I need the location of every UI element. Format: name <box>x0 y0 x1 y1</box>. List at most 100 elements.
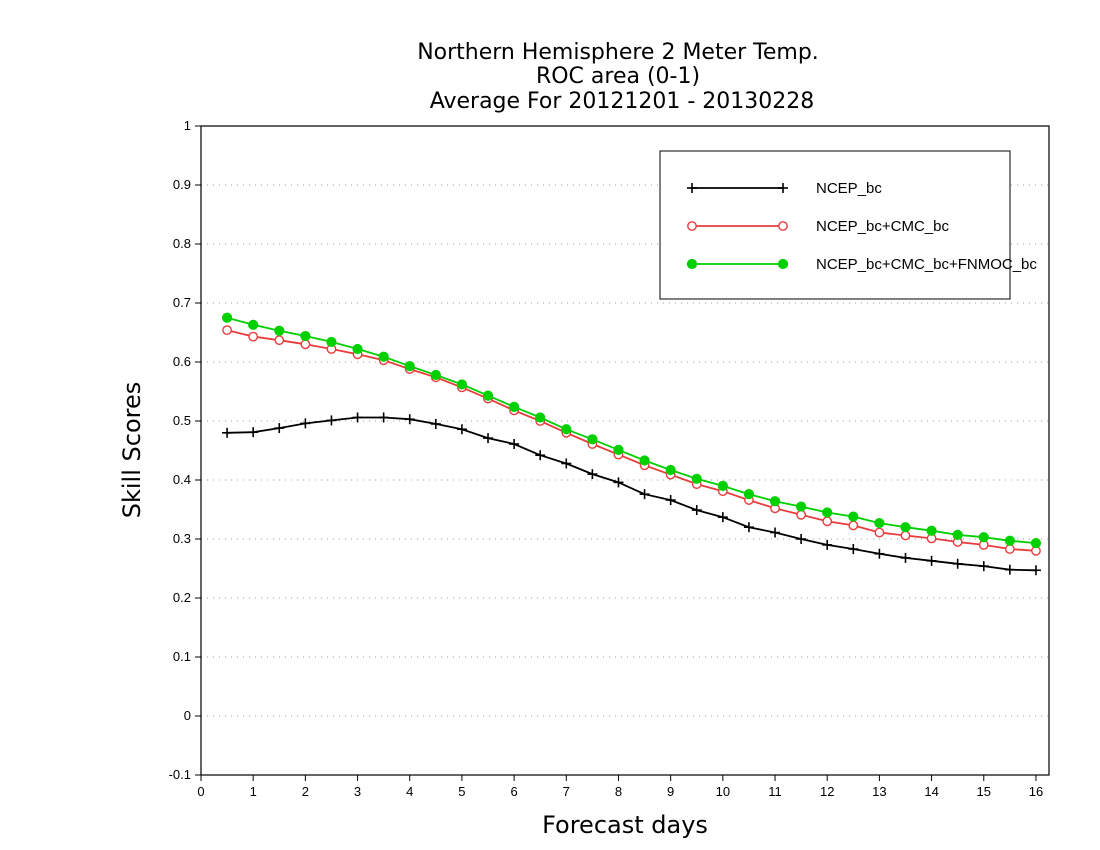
plus-marker <box>900 552 911 563</box>
plus-marker <box>665 495 676 506</box>
plus-marker <box>378 412 389 423</box>
legend-box <box>659 150 1011 300</box>
filled-circle-marker <box>587 434 598 445</box>
x-tick-label: 15 <box>977 784 991 799</box>
plot-frame <box>200 125 1050 776</box>
plus-marker <box>822 539 833 550</box>
open-circle-marker <box>900 530 911 541</box>
filled-circle-marker <box>535 412 546 423</box>
y-tick-label: 0.9 <box>173 177 191 192</box>
plus-marker <box>587 469 598 480</box>
data-series <box>221 312 1042 576</box>
filled-circle-marker <box>769 496 781 507</box>
filled-circle-marker <box>777 258 789 270</box>
plus-marker <box>691 505 702 516</box>
plus-marker <box>248 427 259 438</box>
open-circle-marker <box>874 527 885 538</box>
filled-circle-marker <box>561 424 572 435</box>
filled-circle-marker <box>482 390 494 401</box>
filled-circle-marker <box>952 529 963 540</box>
y-tick-label: 0.6 <box>173 354 191 369</box>
plus-marker <box>404 414 415 425</box>
x-tick-label: 1 <box>250 784 257 799</box>
plus-marker <box>952 558 963 569</box>
plus-marker <box>326 415 337 426</box>
filled-circle-marker <box>613 444 624 456</box>
plus-marker <box>483 433 494 444</box>
plus-marker <box>222 427 233 438</box>
filled-circle-marker <box>978 532 989 543</box>
x-tick-label: 5 <box>458 784 465 799</box>
plus-marker <box>687 183 697 193</box>
x-tick-label: 2 <box>302 784 309 799</box>
y-axis-ticks: -0.1 0 0.1 0.2 0.3 0.4 0.5 0.6 0.7 0.8 0.9 1 <box>169 118 201 782</box>
y-tick-label: 0.3 <box>173 531 191 546</box>
legend-label: NCEP_bc <box>816 180 882 197</box>
open-circle-marker <box>822 516 833 527</box>
x-tick-label: 11 <box>768 784 782 799</box>
x-tick-label: 9 <box>667 784 674 799</box>
x-axis-label: Forecast days <box>542 811 708 839</box>
plus-marker <box>352 412 363 423</box>
title-line-2: ROC area (0-1) <box>536 64 700 89</box>
chart-title: Northern Hemisphere 2 Meter Temp. ROC ar… <box>417 40 819 114</box>
plus-marker <box>535 450 546 461</box>
plus-marker <box>778 183 788 193</box>
y-axis-label: Skill Scores <box>118 382 146 519</box>
legend-label: NCEP_bc+CMC_bc <box>816 218 949 235</box>
series-group <box>222 325 1041 556</box>
y-tick-label: 0.5 <box>173 413 191 428</box>
open-circle-marker <box>778 221 788 231</box>
x-tick-label: 12 <box>820 784 834 799</box>
x-tick-label: 10 <box>716 784 730 799</box>
x-tick-label: 16 <box>1029 784 1043 799</box>
open-circle-marker <box>300 339 311 350</box>
x-tick-label: 14 <box>924 784 938 799</box>
filled-circle-marker <box>874 517 885 529</box>
x-tick-label: 8 <box>615 784 622 799</box>
filled-circle-marker <box>378 351 389 362</box>
plus-marker <box>717 512 728 523</box>
plus-marker <box>848 544 859 555</box>
filled-circle-marker <box>248 319 259 330</box>
plus-marker <box>1030 565 1041 576</box>
x-tick-label: 4 <box>406 784 413 799</box>
filled-circle-marker <box>221 312 233 323</box>
x-tick-label: 7 <box>563 784 570 799</box>
filled-circle-marker <box>639 455 650 466</box>
title-line-3: Average For 20121201 - 20130228 <box>430 89 815 114</box>
x-tick-label: 0 <box>197 784 204 799</box>
y-tick-label: 1 <box>184 118 191 133</box>
open-circle-marker <box>222 325 232 336</box>
y-tick-label: 0.7 <box>173 295 191 310</box>
x-tick-label: 3 <box>354 784 361 799</box>
filled-circle-marker <box>1004 535 1015 546</box>
filled-circle-marker <box>404 361 415 372</box>
filled-circle-marker <box>665 464 676 476</box>
open-circle-marker <box>848 520 859 531</box>
plus-marker <box>509 439 520 450</box>
plus-marker <box>770 527 781 538</box>
x-tick-label: 13 <box>872 784 886 799</box>
filled-circle-marker <box>686 258 698 270</box>
filled-circle-marker <box>717 480 728 491</box>
series-line <box>227 416 1037 572</box>
y-tick-label: 0 <box>184 708 191 723</box>
plus-marker <box>1004 564 1015 575</box>
plus-marker <box>456 424 467 435</box>
title-line-1: Northern Hemisphere 2 Meter Temp. <box>417 40 819 65</box>
open-circle-marker <box>1004 544 1015 554</box>
y-tick-label: 0.8 <box>173 236 191 251</box>
legend-label: NCEP_bc+CMC_bc+FNMOC_bc <box>816 256 1037 273</box>
filled-circle-marker <box>430 369 441 381</box>
filled-circle-marker <box>456 379 468 390</box>
filled-circle-marker <box>1030 538 1042 549</box>
legend: NCEP_bc NCEP_bc+CMC_bc NCEP_bc+CMC_bc+FNMO… <box>659 150 1037 300</box>
y-tick-label: 0.4 <box>173 472 191 487</box>
filled-circle-marker <box>848 511 859 522</box>
open-circle-marker <box>796 509 807 520</box>
open-circle-marker <box>687 221 697 231</box>
series-line <box>226 329 1037 552</box>
y-tick-label: 0.2 <box>173 590 191 605</box>
